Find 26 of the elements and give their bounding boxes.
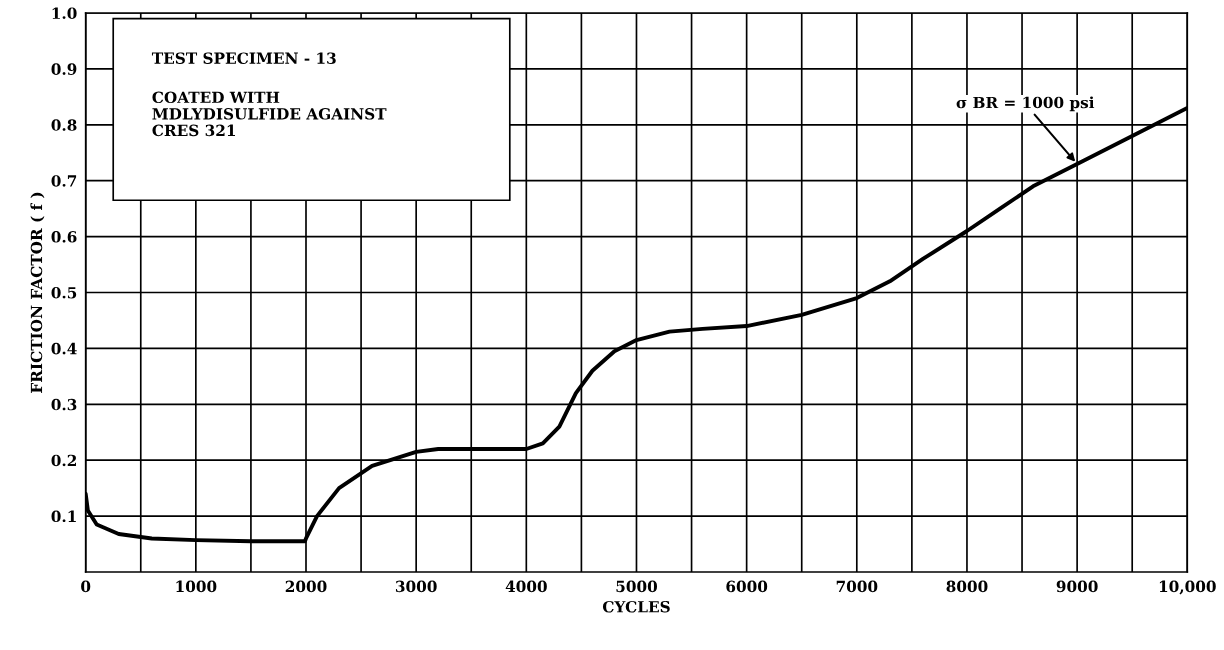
x-tick-label: 1000 (176, 580, 217, 593)
y-tick-label: 0.6 (51, 231, 77, 243)
y-axis-title: FRICTION FACTOR ( f ) (30, 192, 45, 393)
y-tick-label: 0.3 (51, 398, 77, 411)
x-tick-label: 10,000 (1159, 580, 1216, 595)
x-tick-label: 0 (81, 580, 91, 593)
annotation: TEST SPECIMEN - 13 (151, 52, 336, 64)
annotation: COATED WITH MDLYDISULFIDE AGAINST CRES 321 (152, 91, 387, 137)
x-axis-title: CYCLES (602, 600, 670, 613)
x-tick-label: 2000 (285, 580, 327, 593)
y-tick-label: 0.8 (51, 119, 77, 131)
x-tick-label: 8000 (946, 580, 988, 593)
y-tick-label: 0.2 (51, 454, 76, 467)
y-tick-label: 0.7 (51, 175, 77, 187)
x-tick-label: 3000 (395, 580, 437, 593)
x-tick-label: 5000 (616, 580, 658, 593)
y-tick-label: 0.4 (51, 342, 77, 355)
y-tick-label: 0.9 (51, 63, 77, 75)
x-tick-label: 4000 (505, 580, 547, 593)
annotation: σ BR = 1000 psi (956, 96, 1095, 112)
x-tick-label: 7000 (836, 580, 878, 593)
y-tick-label: 1.0 (52, 7, 77, 20)
y-tick-label: 0.5 (51, 286, 77, 299)
x-tick-label: 9000 (1056, 580, 1098, 593)
y-tick-label: 0.1 (51, 510, 76, 523)
x-tick-label: 6000 (726, 580, 768, 593)
